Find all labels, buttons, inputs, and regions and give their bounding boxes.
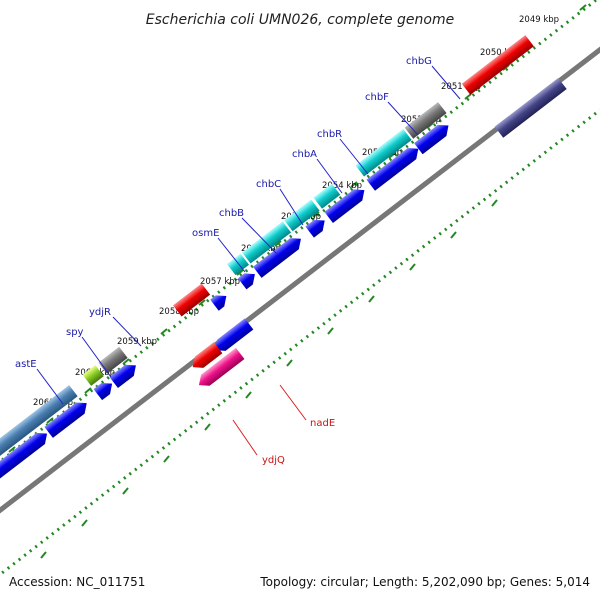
gene-red-upper[interactable] xyxy=(173,283,211,317)
gene-label[interactable]: chbG xyxy=(406,56,432,67)
tick-label: 2050 kbp xyxy=(480,48,520,58)
gene-label[interactable]: astE xyxy=(15,359,37,370)
cds-reverse-nadE[interactable] xyxy=(211,318,254,355)
gene-chbA[interactable] xyxy=(284,199,320,232)
gene-label[interactable]: spy xyxy=(66,327,84,338)
gene-label[interactable]: nadE xyxy=(310,418,335,429)
gene-chbB[interactable] xyxy=(226,253,250,276)
gene-chbR[interactable] xyxy=(313,183,341,209)
cds-forward-arrow[interactable] xyxy=(305,215,329,238)
cds-forward-arrow[interactable] xyxy=(237,269,259,290)
gc-dots-inner xyxy=(0,108,600,577)
gene-red-right[interactable] xyxy=(461,35,534,95)
gene-label[interactable]: ydjQ xyxy=(262,455,285,466)
gene-chbG[interactable] xyxy=(404,102,447,139)
tick-label: 2051 kbp xyxy=(441,82,481,92)
gene-label[interactable]: chbR xyxy=(317,129,342,140)
gene-chbF[interactable] xyxy=(355,128,412,177)
cds-forward-arrow[interactable] xyxy=(44,398,91,438)
gene-ydjR[interactable] xyxy=(98,346,128,374)
gene-label-lines xyxy=(36,65,461,405)
cds-forward-arrow[interactable] xyxy=(366,143,422,191)
gc-dots-outer xyxy=(0,0,599,464)
tick-label: 2054 kbp xyxy=(322,181,362,191)
gene-label[interactable]: chbC xyxy=(256,179,281,190)
map-title: Escherichia coli UMN026, complete genome xyxy=(146,12,454,28)
cds-reverse-navy[interactable] xyxy=(494,77,567,138)
genome-backbone xyxy=(0,46,600,514)
cds-forward-arrow[interactable] xyxy=(253,233,305,278)
tick-marks-inner xyxy=(40,199,498,559)
cds-forward-arrow[interactable] xyxy=(414,120,453,155)
cds-forward-arrow[interactable] xyxy=(93,378,117,401)
cds-forward-arrow[interactable] xyxy=(210,290,230,311)
tick-label: 2057 kbp xyxy=(200,277,240,287)
cds-reverse-ydjQ[interactable] xyxy=(195,347,245,391)
gene-label[interactable]: osmE xyxy=(192,228,219,239)
gene-spy[interactable] xyxy=(82,365,104,386)
gene-label[interactable]: ydjR xyxy=(89,307,111,318)
gene-astE[interactable] xyxy=(0,385,78,473)
topology-text: Topology: circular; Length: 5,202,090 bp… xyxy=(259,575,590,589)
cds-reverse-red[interactable] xyxy=(188,342,223,373)
accession-text: Accession: NC_011751 xyxy=(9,575,145,589)
cds-forward-arrow[interactable] xyxy=(109,360,140,389)
gene-label[interactable]: chbA xyxy=(292,149,317,160)
gene-label-lines-red xyxy=(232,384,307,456)
tick-marks-outer xyxy=(8,4,587,453)
gene-chbC[interactable] xyxy=(242,221,292,264)
gene-labels: chbG chbF chbR chbA chbC chbB osmE ydjR … xyxy=(15,56,432,466)
gene-label[interactable]: chbB xyxy=(219,208,244,219)
tick-label: 2049 kbp xyxy=(519,15,559,25)
gene-label[interactable]: chbF xyxy=(365,92,389,103)
cds-forward-arrow[interactable] xyxy=(0,428,51,487)
feature-tracks xyxy=(0,35,567,487)
cds-forward-arrow[interactable] xyxy=(324,185,368,224)
